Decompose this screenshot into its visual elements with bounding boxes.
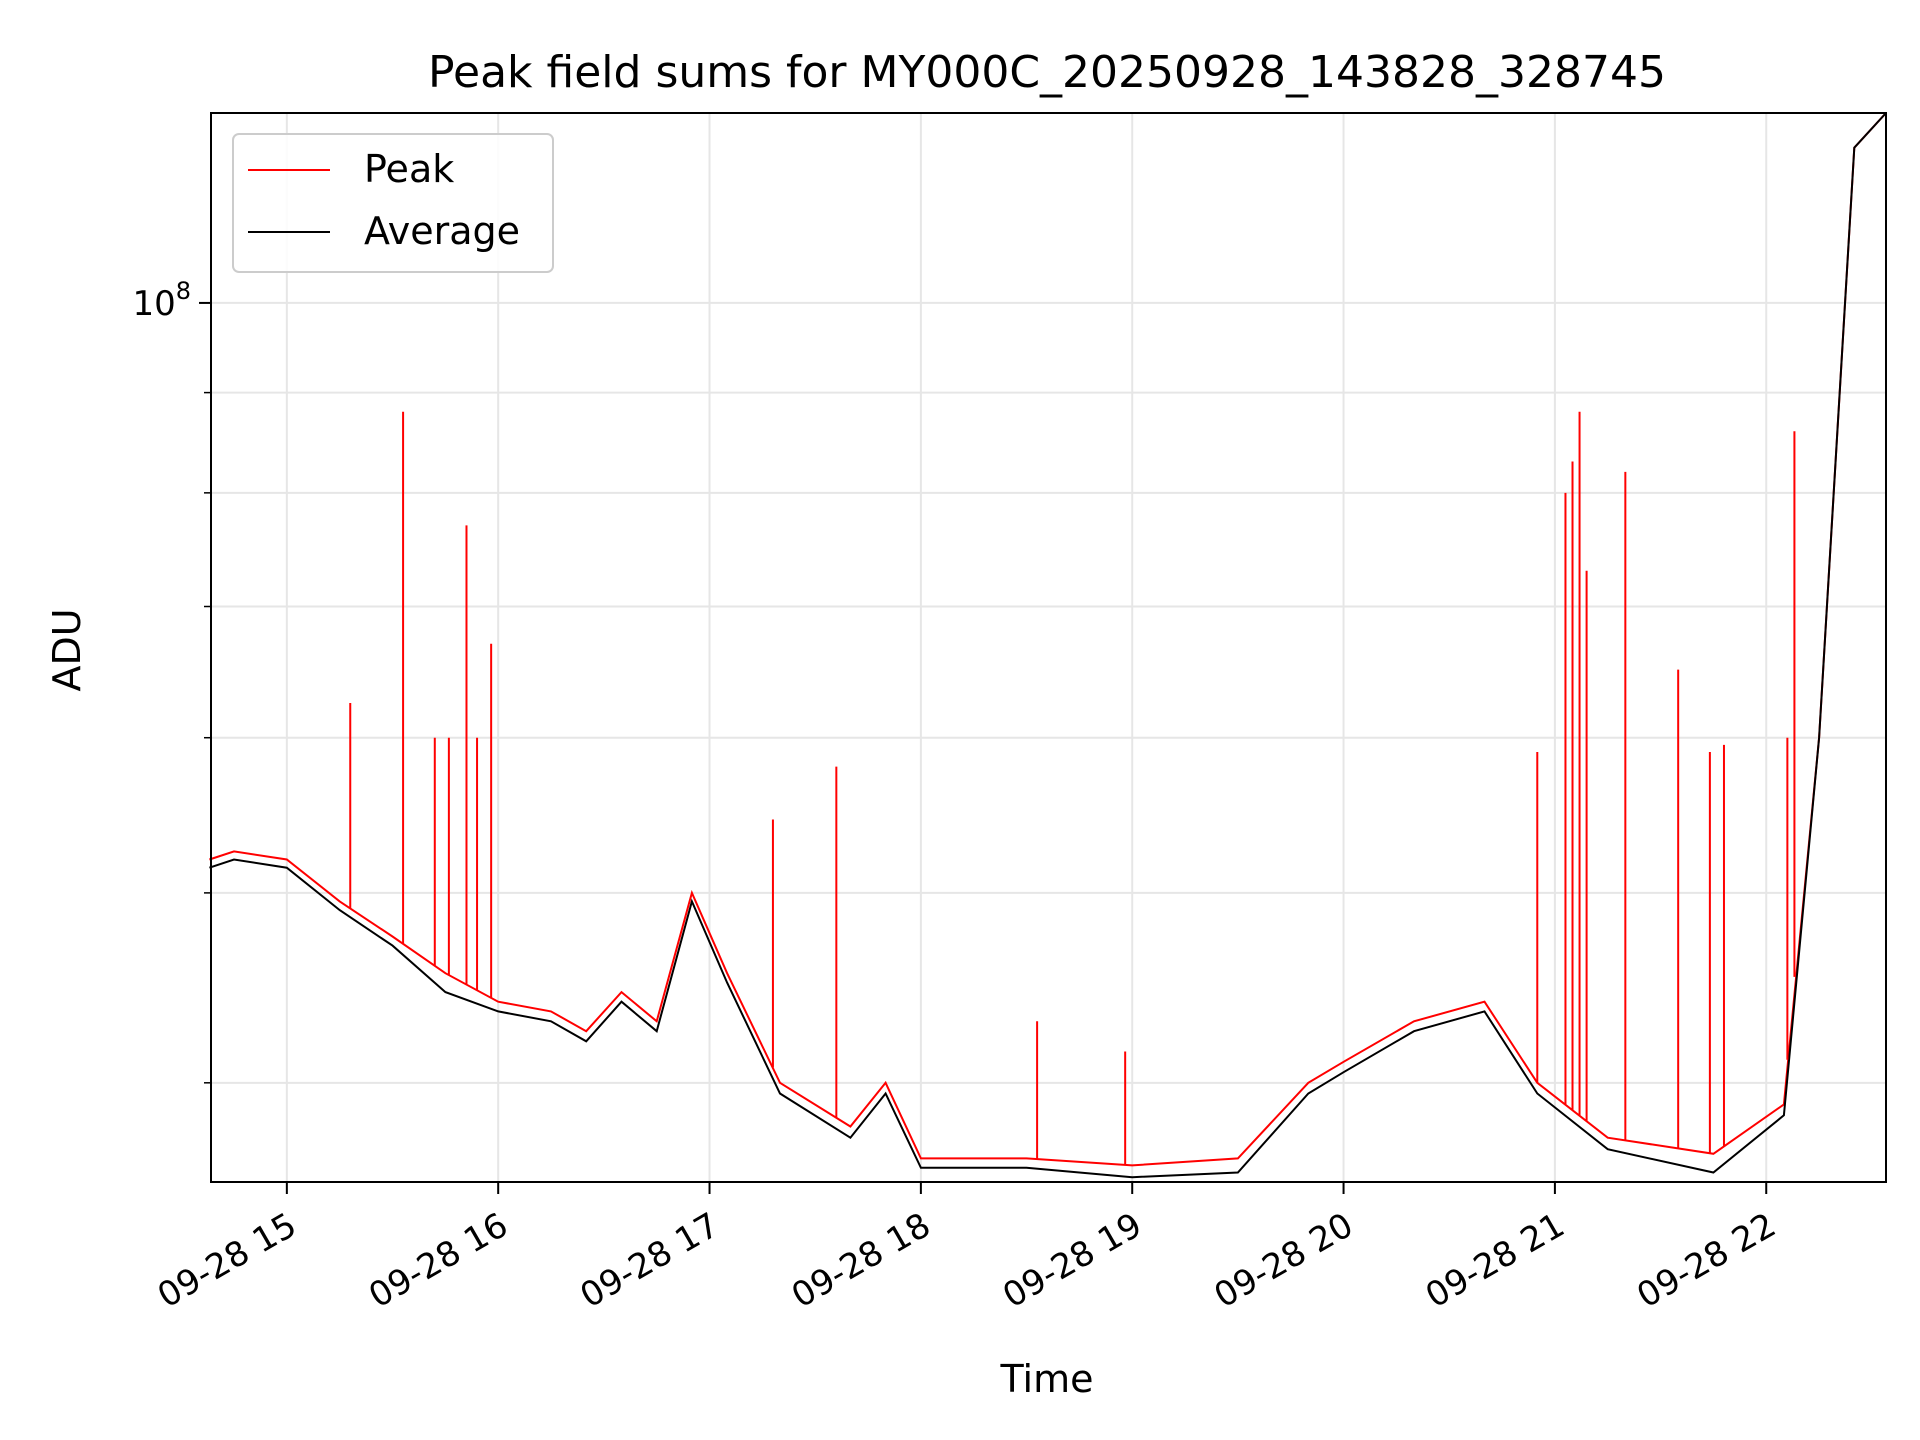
x-tick-label: 09-28 20	[1208, 1205, 1360, 1316]
grid	[211, 113, 1886, 1182]
legend-box	[232, 133, 554, 273]
x-axis-label: Time	[1000, 1357, 1094, 1401]
y-axis: 108	[132, 277, 211, 1084]
plot-frame	[210, 112, 1887, 1183]
series-line-peak	[209, 112, 1887, 1167]
x-tick-label: 09-28 18	[785, 1205, 937, 1316]
x-tick-label: 09-28 17	[574, 1205, 726, 1316]
x-tick-label: 09-28 15	[151, 1205, 303, 1316]
plot-area	[209, 112, 1887, 1179]
x-tick-label: 09-28 19	[996, 1205, 1148, 1316]
legend-label-average: Average	[364, 209, 520, 253]
legend: Peak Average	[232, 133, 554, 273]
x-tick-label: 09-28 22	[1630, 1205, 1782, 1316]
y-axis-label: ADU	[45, 608, 89, 691]
chart-title: Peak field sums for MY000C_20250928_1438…	[428, 47, 1666, 98]
x-tick-label: 09-28 16	[362, 1205, 514, 1316]
legend-label-peak: Peak	[364, 147, 454, 191]
x-axis: 09-28 15 09-28 16 09-28 17 09-28 18 09-28 19…	[151, 1182, 1783, 1316]
series-line-average	[209, 112, 1887, 1179]
y-tick-label: 108	[132, 277, 191, 324]
x-tick-label: 09-28 21	[1419, 1205, 1571, 1316]
